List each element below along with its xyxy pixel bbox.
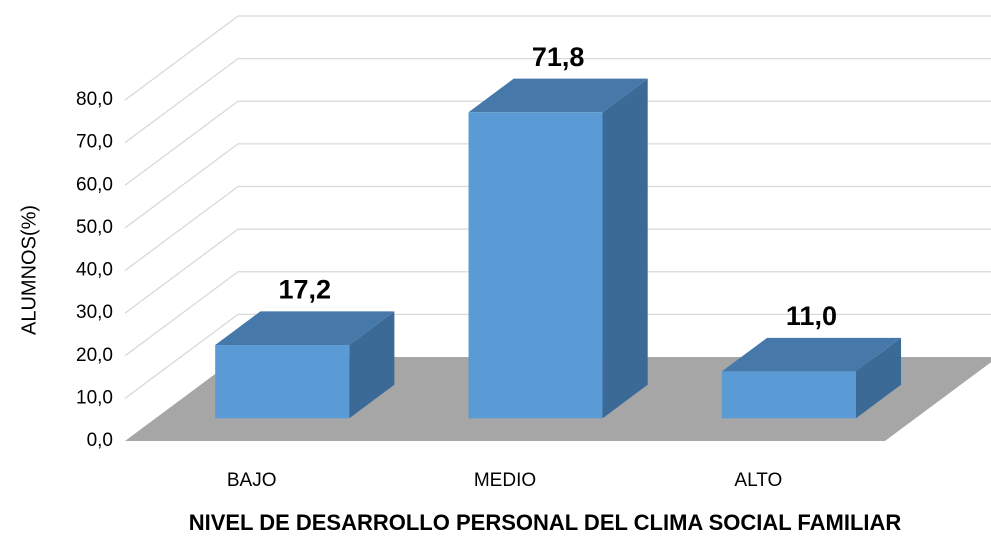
grid-line [124,271,991,357]
bar-top [721,337,902,372]
bar-side [349,311,395,419]
bar [468,112,603,419]
bar-side [602,78,648,419]
y-axis-title: ALUMNOS(%) [18,205,40,335]
bar [721,371,856,419]
x-tick-label: MEDIO [474,470,536,491]
bar-side [855,337,902,419]
bar [215,345,350,419]
grid-line [124,57,991,144]
grid-line [124,185,991,272]
y-tick-label: 30,0 [76,302,113,323]
y-tick-label: 50,0 [76,217,113,238]
x-axis-title: NIVEL DE DESARROLLO PERSONAL DEL CLIMA S… [189,510,902,535]
x-tick-label: BAJO [227,470,277,491]
x-tick-label: ALTO [734,470,782,491]
y-tick-label: 10,0 [76,387,113,408]
grid-line [124,313,991,399]
y-tick-label: 70,0 [76,132,113,153]
grid-line [124,143,991,229]
grid-line [124,228,991,314]
y-tick-label: 0,0 [87,430,113,451]
y-tick-label: 80,0 [76,89,113,110]
y-tick-label: 40,0 [76,260,113,281]
grid-line [124,15,991,101]
bar-top [468,78,648,113]
value-label: 11,0 [786,301,837,331]
value-label: 71,8 [532,42,585,72]
y-tick-label: 60,0 [76,174,113,195]
y-tick-label: 20,0 [76,345,113,366]
bar-top [215,311,395,346]
value-label: 17,2 [278,275,331,305]
grid-line [124,100,991,186]
